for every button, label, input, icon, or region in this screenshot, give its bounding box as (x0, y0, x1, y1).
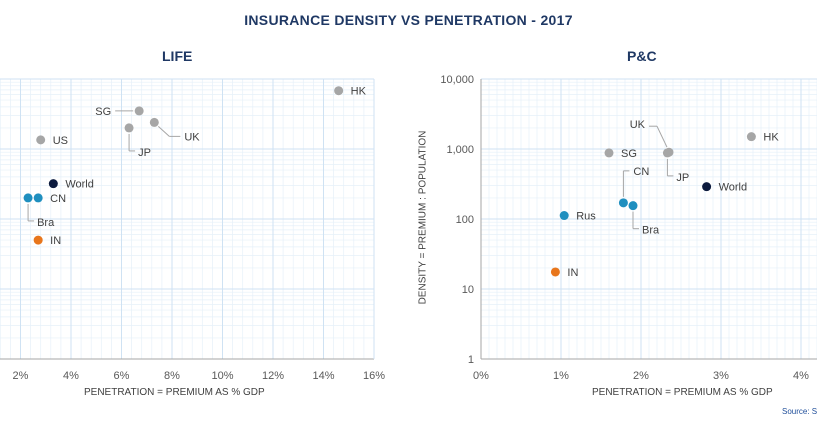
life-point-uk (149, 117, 159, 127)
pc-point-bra (628, 201, 638, 211)
life-x-tick-label: 4% (63, 370, 79, 382)
pc-leader-line (656, 125, 668, 148)
life-point-jp (124, 123, 134, 133)
pc-point-label-uk: UK (630, 119, 646, 131)
pc-y-tick-label: 1 (468, 354, 474, 366)
life-point-sg (134, 106, 144, 116)
pc-point-label-world: World (719, 182, 748, 194)
pc-y-tick-label: 10 (462, 284, 474, 296)
life-x-tick-label: 6% (114, 370, 130, 382)
life-x-tick-label: 8% (164, 370, 180, 382)
pc-x-axis-title: PENETRATION = PREMIUM AS % GDP (592, 387, 773, 398)
pc-y-tick-label: 1,000 (446, 144, 474, 156)
pc-point-world (702, 182, 712, 192)
pc-x-tick-label: 2% (633, 370, 649, 382)
life-point-label-cn: CN (50, 193, 66, 205)
life-leader-line (157, 126, 170, 137)
life-point-label-hk: HK (351, 86, 367, 98)
pc-x-tick-label: 0% (473, 370, 489, 382)
source-note: Source: S (782, 407, 817, 416)
pc-y-tick-label: 10,000 (440, 74, 474, 86)
pc-point-label-hk: HK (763, 132, 779, 144)
life-x-tick-label: 14% (312, 370, 334, 382)
pc-x-tick-label: 4% (793, 370, 809, 382)
life-point-cn (33, 193, 43, 203)
pc-chart-title: P&C (627, 48, 657, 64)
pc-y-tick-label: 100 (456, 214, 474, 226)
pc-point-sg (604, 148, 614, 158)
life-point-label-in: IN (50, 235, 61, 247)
pc-point-hk (746, 132, 756, 142)
pc-point-in (550, 267, 560, 277)
pc-point-label-jp: JP (676, 172, 689, 184)
life-x-axis-title: PENETRATION = PREMIUM AS % GDP (84, 387, 265, 398)
pc-point-jp (662, 148, 672, 158)
pc-point-cn (618, 198, 628, 208)
pc-x-tick-label: 1% (553, 370, 569, 382)
life-point-world (48, 179, 58, 189)
life-x-tick-label: 2% (13, 370, 29, 382)
pc-point-rus (559, 211, 569, 221)
life-chart-title: LIFE (162, 48, 193, 64)
life-x-tick-label: 16% (363, 370, 385, 382)
life-point-us (36, 135, 46, 145)
life-point-hk (334, 86, 344, 96)
pc-point-label-in: IN (567, 267, 578, 279)
page-title: INSURANCE DENSITY VS PENETRATION - 2017 (244, 12, 573, 28)
life-x-tick-label: 12% (262, 370, 284, 382)
life-point-label-world: World (65, 179, 94, 191)
life-point-label-us: US (53, 135, 68, 147)
pc-point-label-bra: Bra (642, 225, 660, 237)
pc-point-label-rus: Rus (576, 211, 596, 223)
pc-x-tick-label: 3% (713, 370, 729, 382)
pc-point-label-cn: CN (633, 166, 649, 178)
life-point-label-uk: UK (184, 131, 200, 143)
life-point-label-bra: Bra (37, 217, 55, 229)
life-point-in (33, 235, 43, 245)
pc-point-label-sg: SG (621, 148, 637, 160)
life-x-tick-label: 10% (211, 370, 233, 382)
life-point-label-jp: JP (138, 147, 151, 159)
life-point-label-sg: SG (95, 106, 111, 118)
life-point-bra (23, 193, 33, 203)
